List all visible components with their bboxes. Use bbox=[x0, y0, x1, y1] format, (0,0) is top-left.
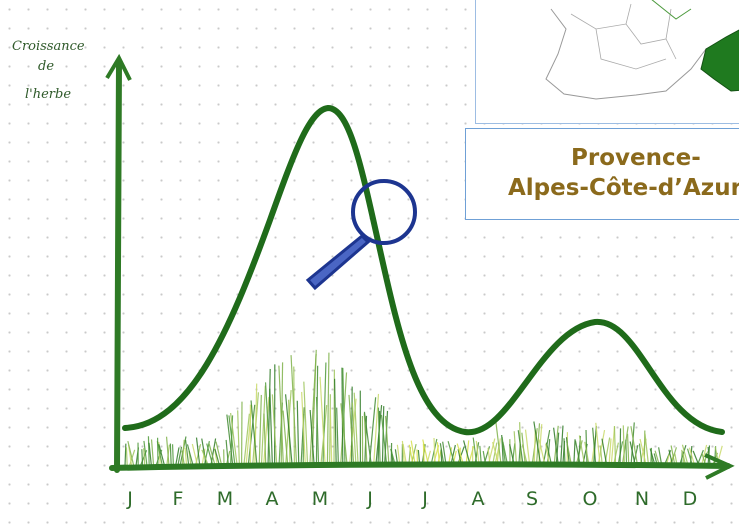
grass-blade bbox=[342, 367, 346, 467]
region-line: Alpes-Côte-d’Azur bbox=[508, 175, 739, 201]
grass-blade bbox=[243, 413, 250, 467]
grass-blade bbox=[381, 406, 385, 467]
grass-blade bbox=[626, 433, 630, 467]
grass-blade bbox=[267, 368, 271, 467]
map bbox=[475, 0, 739, 124]
grass-blade bbox=[363, 413, 368, 467]
grass-blade bbox=[336, 407, 339, 467]
grass-blade bbox=[169, 443, 172, 467]
grass-blade bbox=[377, 407, 381, 467]
magnifier-lens bbox=[351, 179, 417, 245]
grass-blade bbox=[156, 441, 163, 467]
grass-blade bbox=[351, 386, 353, 467]
month-label: J bbox=[366, 488, 373, 510]
map-shapes bbox=[545, 0, 739, 100]
grass-blade bbox=[282, 410, 289, 467]
grass-blade bbox=[264, 382, 271, 467]
x-arrow bbox=[704, 453, 735, 480]
grass-blade bbox=[340, 403, 348, 467]
grass-blade bbox=[296, 400, 300, 467]
month-label: J bbox=[126, 488, 133, 510]
grass-blade bbox=[278, 365, 284, 467]
grass-blade bbox=[127, 440, 135, 467]
grass-blade bbox=[290, 355, 298, 467]
grass-blade bbox=[165, 436, 170, 467]
grass-blade bbox=[237, 410, 240, 467]
grass-blade bbox=[315, 396, 320, 467]
grass-blade bbox=[533, 429, 536, 467]
grass-blade bbox=[329, 394, 331, 467]
grass-blade bbox=[319, 376, 326, 467]
grass-blade bbox=[230, 412, 238, 467]
y-arrow bbox=[105, 53, 132, 81]
grass-blade bbox=[363, 411, 372, 467]
grass-blade bbox=[141, 449, 144, 467]
grass-blade bbox=[245, 405, 253, 467]
grass-blade bbox=[311, 349, 317, 467]
grass-blade bbox=[147, 436, 150, 467]
grass-blade bbox=[326, 352, 330, 467]
month-label: N bbox=[635, 488, 649, 510]
grass-blade bbox=[171, 444, 174, 467]
grass-blade bbox=[271, 394, 278, 467]
grass-blade bbox=[269, 388, 273, 467]
grass-blade bbox=[125, 447, 128, 467]
grass-blade bbox=[368, 397, 377, 467]
month-label: F bbox=[173, 488, 184, 510]
grass-blade bbox=[610, 426, 616, 467]
month-label: A bbox=[472, 488, 485, 510]
grass-blade bbox=[254, 383, 258, 467]
grass-blade bbox=[228, 415, 236, 467]
y-axis bbox=[114, 59, 122, 473]
grass-blade bbox=[351, 402, 357, 467]
grass-blade bbox=[333, 378, 337, 467]
grass-blade bbox=[280, 362, 284, 467]
grass-blade bbox=[284, 394, 293, 467]
region-label: Provence- Alpes-Côte-d’Azur bbox=[465, 128, 739, 220]
month-label: J bbox=[421, 488, 428, 510]
axis-label: de bbox=[38, 59, 54, 74]
grass-blade bbox=[263, 396, 270, 467]
axis-label: Croissance bbox=[12, 39, 85, 54]
grass-blade bbox=[329, 408, 333, 467]
grass-blade bbox=[148, 442, 152, 467]
grass-blade bbox=[301, 391, 306, 467]
region-line: Provence- bbox=[571, 145, 701, 171]
grass-blade bbox=[322, 362, 327, 467]
month-label: D bbox=[683, 488, 698, 510]
month-label: A bbox=[266, 488, 279, 510]
grass bbox=[124, 349, 723, 467]
grass-blade bbox=[260, 385, 266, 467]
grass-blade bbox=[595, 422, 601, 467]
grass-blade bbox=[348, 394, 355, 467]
month-label: M bbox=[312, 488, 328, 510]
grass-blade bbox=[191, 443, 199, 467]
grass-blade bbox=[258, 394, 262, 467]
month-label: O bbox=[583, 488, 598, 510]
grass-blade bbox=[309, 409, 315, 467]
grass-blade bbox=[263, 413, 267, 467]
x-axis bbox=[109, 461, 731, 471]
magnifier-handle bbox=[305, 233, 371, 291]
grass-blade bbox=[303, 381, 309, 467]
grass-blade bbox=[226, 414, 234, 467]
grass-blade bbox=[300, 407, 305, 467]
grass-blade bbox=[353, 392, 359, 467]
grass-blade bbox=[384, 410, 389, 467]
month-label: S bbox=[526, 488, 538, 510]
grass-blade bbox=[150, 439, 155, 467]
grass-blade bbox=[247, 404, 256, 467]
grass-blade bbox=[302, 413, 305, 467]
growth-curve bbox=[122, 104, 725, 436]
grass-blade bbox=[619, 428, 622, 467]
month-label: M bbox=[217, 488, 233, 510]
axis-label: l'herbe bbox=[25, 87, 71, 102]
grass-blade bbox=[250, 400, 258, 467]
grass-blade bbox=[373, 393, 380, 467]
grass-blade bbox=[124, 443, 127, 467]
grass-blade bbox=[143, 440, 148, 467]
